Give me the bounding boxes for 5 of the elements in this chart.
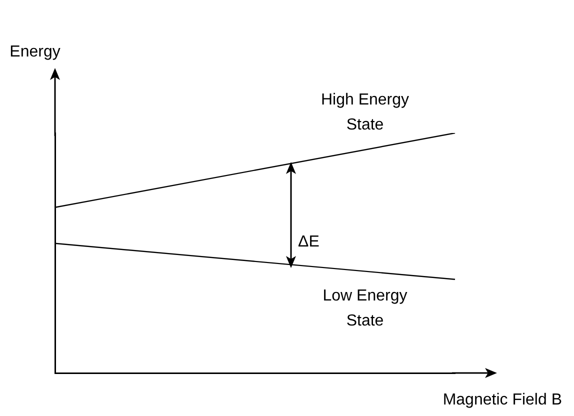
series-label: High Energy State (320, 92, 410, 134)
annotation: ΔE (298, 233, 320, 250)
x-axis-title: Magnetic Field B (442, 391, 562, 408)
series-label: Low Energy State (322, 288, 408, 330)
y-axis-title: Energy (10, 43, 60, 60)
